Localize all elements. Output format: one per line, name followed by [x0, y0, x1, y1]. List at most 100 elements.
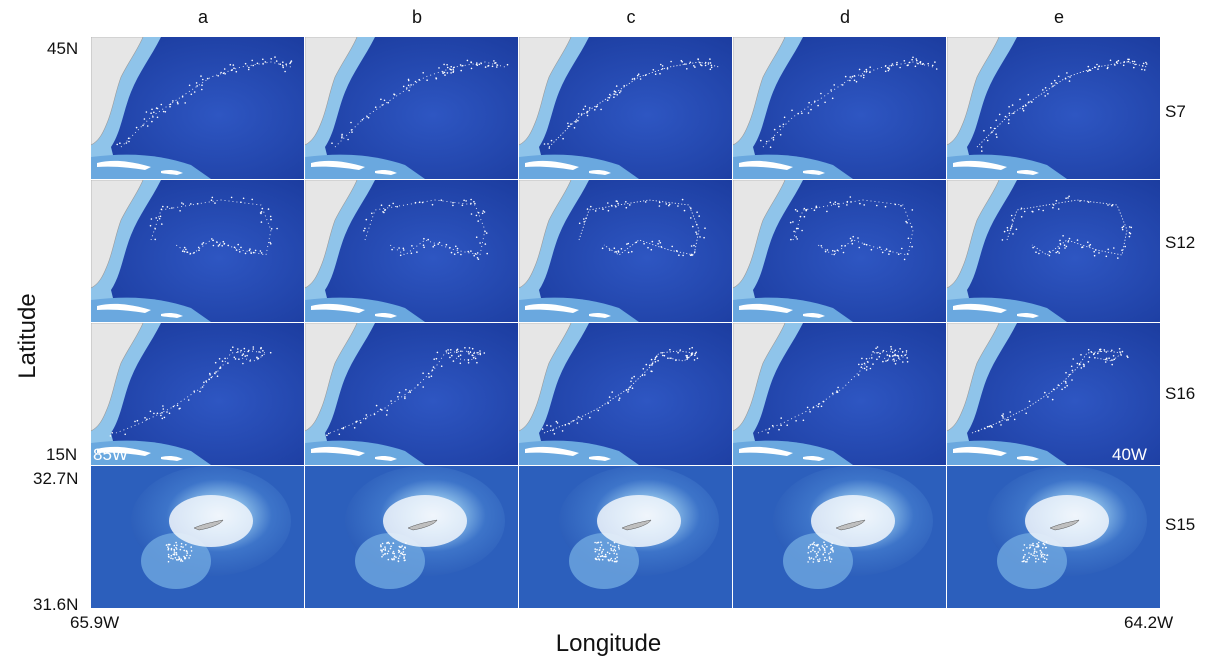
track-point [153, 412, 155, 415]
seamount [997, 533, 1067, 589]
track-point [699, 236, 701, 238]
track-point [144, 417, 146, 419]
track-point [1040, 554, 1043, 557]
map-panel-s16-d [733, 323, 946, 465]
track-point [483, 211, 486, 213]
track-point [896, 63, 898, 66]
track-point [432, 366, 435, 368]
track-point [180, 545, 182, 548]
track-point [380, 545, 382, 548]
track-point [393, 552, 395, 555]
track-point [1013, 418, 1016, 421]
track-point [422, 244, 425, 246]
track-point [910, 226, 913, 228]
track-point [146, 125, 149, 127]
track-point [1103, 349, 1106, 351]
track-point [1036, 543, 1038, 545]
track-point [597, 541, 600, 544]
track-point [659, 241, 662, 244]
track-point [391, 248, 393, 251]
track-point [807, 547, 810, 549]
track-point [707, 62, 710, 64]
track-point [916, 59, 918, 62]
track-point [1032, 542, 1034, 545]
track-point [896, 61, 898, 64]
track-point [697, 58, 699, 61]
track-point [594, 210, 597, 212]
track-point [205, 380, 207, 382]
track-point [882, 360, 884, 363]
track-point [452, 71, 454, 73]
track-point [1031, 210, 1033, 213]
track-point [684, 63, 686, 65]
caribbean-islands [953, 160, 1007, 170]
track-point [1070, 365, 1073, 368]
track-point [270, 218, 272, 221]
track-point [885, 248, 888, 250]
track-point [988, 425, 991, 428]
track-point [403, 554, 405, 556]
track-point [1065, 245, 1068, 248]
track-point [1058, 247, 1061, 249]
track-point [393, 555, 396, 557]
track-point [416, 251, 418, 253]
track-point [693, 359, 696, 361]
track-point [875, 347, 877, 350]
row-label-s15: S15 [1165, 515, 1196, 534]
track-point [435, 357, 438, 360]
track-point [190, 203, 192, 205]
track-point [1042, 89, 1044, 91]
track-point [165, 544, 168, 546]
track-point [179, 560, 182, 562]
track-point [1089, 69, 1092, 71]
track-point [601, 247, 604, 250]
track-point [173, 552, 176, 554]
track-point [1008, 106, 1010, 108]
track-point [893, 358, 895, 360]
track-point [1065, 382, 1067, 384]
track-point [210, 199, 213, 201]
track-point [547, 143, 549, 145]
track-point [364, 227, 366, 230]
track-point [256, 356, 258, 359]
track-point [216, 375, 219, 377]
track-point [127, 137, 130, 140]
track-point [427, 372, 430, 375]
track-point [611, 391, 613, 393]
track-point [1001, 239, 1004, 241]
track-point [414, 80, 417, 83]
track-point [688, 348, 691, 350]
column-label-d: d [839, 7, 850, 27]
track-point [233, 246, 236, 249]
track-point [689, 61, 692, 64]
track-point [392, 550, 395, 553]
track-point [387, 101, 389, 104]
track-point [615, 251, 618, 253]
track-point [553, 433, 556, 435]
track-point [1090, 351, 1092, 353]
track-point [610, 549, 613, 551]
caribbean-islands [589, 455, 611, 461]
track-point [607, 202, 609, 204]
track-point [342, 426, 345, 429]
track-point [794, 208, 797, 211]
map-panel-s15-d [733, 466, 946, 608]
track-point [686, 356, 688, 359]
north-america-land [733, 180, 786, 289]
track-point [398, 391, 401, 394]
track-point [586, 114, 589, 117]
track-point [1064, 386, 1066, 389]
track-point [162, 405, 164, 407]
track-point [849, 237, 852, 240]
track-point [844, 75, 847, 78]
track-point [380, 204, 383, 206]
track-point [162, 408, 165, 410]
track-point [168, 412, 171, 415]
track-point [906, 361, 909, 363]
track-point [998, 421, 1001, 423]
track-point [1113, 247, 1115, 249]
track-point [686, 355, 688, 357]
track-point [823, 541, 825, 543]
track-point [779, 125, 781, 128]
track-point [816, 554, 819, 557]
